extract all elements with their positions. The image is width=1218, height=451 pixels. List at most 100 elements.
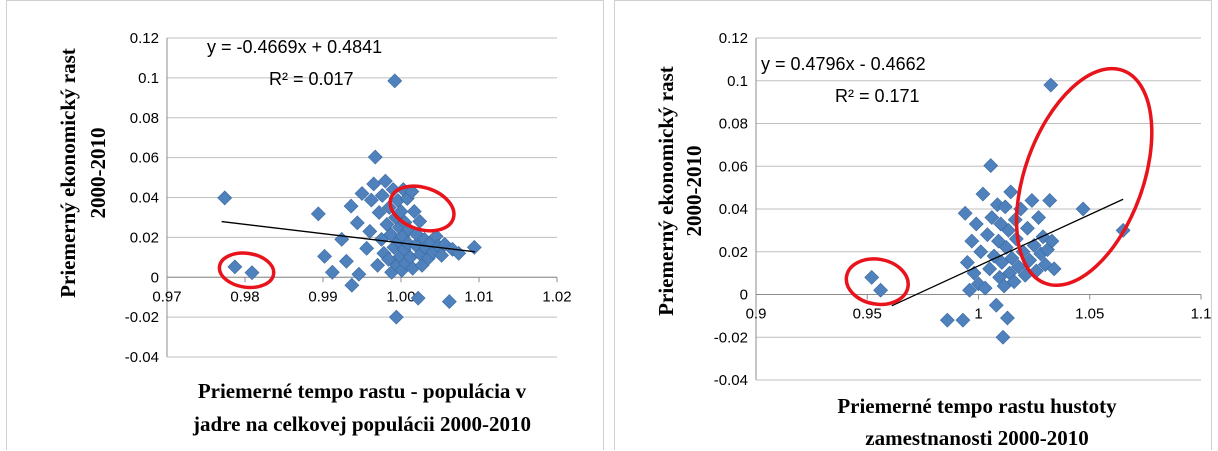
data-point xyxy=(359,240,375,256)
data-point xyxy=(1042,193,1058,208)
y-tick-label: -0.02 xyxy=(125,309,159,326)
data-point xyxy=(1024,193,1040,208)
data-point xyxy=(1001,222,1016,238)
data-point xyxy=(354,186,370,201)
x-tick-label: 0.97 xyxy=(152,288,181,305)
x-tick-label: 1 xyxy=(974,306,982,323)
data-point xyxy=(351,266,367,282)
data-point xyxy=(388,309,404,325)
trendline xyxy=(891,198,1124,307)
data-point xyxy=(1043,77,1059,93)
data-point xyxy=(363,192,379,208)
scatter-chart-left: -0.04 -0.02 0 0.02 0.04 0.06 0.08 0.1 0.12 0.97 0.… xyxy=(56,30,572,436)
data-point xyxy=(367,149,383,165)
y-tick-label: 0.12 xyxy=(130,30,159,47)
x-tick-label: 1.02 xyxy=(542,288,571,305)
data-point xyxy=(1031,210,1046,225)
data-point xyxy=(344,277,360,293)
data-point xyxy=(982,261,998,277)
data-point xyxy=(343,198,359,214)
y-axis-title-line2: 2000-2010 xyxy=(86,128,110,219)
data-point xyxy=(374,188,390,203)
data-point xyxy=(964,233,980,249)
y-tick-label: 0 xyxy=(151,269,159,286)
y-tick-label: -0.04 xyxy=(125,349,159,366)
x-axis-title-line2: zamestnanosti 2000-2010 xyxy=(865,426,1088,450)
data-point xyxy=(975,186,991,202)
x-tick-label: 1.1 xyxy=(1191,306,1212,323)
r-squared-label: R² = 0.171 xyxy=(835,86,920,106)
data-point xyxy=(984,210,1000,225)
data-point xyxy=(324,264,340,280)
y-tick-label: 0.08 xyxy=(719,116,748,133)
highlight-ellipse xyxy=(1014,66,1154,288)
data-point xyxy=(349,215,365,231)
data-point xyxy=(1004,250,1020,266)
data-point xyxy=(962,282,978,298)
y-tick-label: 0.08 xyxy=(130,110,159,127)
x-axis-title-line1: Priemerné tempo rastu hustoty xyxy=(837,394,1117,418)
y-tick-label: 0.04 xyxy=(719,201,748,218)
data-point xyxy=(410,290,426,306)
highlight-ellipse xyxy=(217,251,276,290)
y-tick-label: 0.06 xyxy=(130,150,159,167)
data-point xyxy=(983,158,999,174)
data-point xyxy=(973,244,989,260)
y-axis-title-line1: Priemerný ekonomický rast xyxy=(56,48,80,298)
data-point xyxy=(371,205,387,220)
data-point xyxy=(864,269,880,285)
data-point xyxy=(1000,310,1015,326)
data-point xyxy=(979,227,995,243)
data-point xyxy=(227,259,243,275)
data-point xyxy=(1020,220,1035,236)
data-point xyxy=(955,312,971,328)
trendline-equation: y = 0.4796x - 0.4662 xyxy=(761,54,926,74)
data-point xyxy=(1003,184,1019,200)
data-point xyxy=(217,190,233,206)
y-tick-label: 0 xyxy=(740,287,748,304)
data-point xyxy=(434,247,449,263)
y-tick-label: 0.12 xyxy=(719,30,748,47)
x-tick-label: 1.05 xyxy=(1075,306,1104,323)
trendline xyxy=(221,220,476,253)
scatter-chart-right: -0.04 -0.02 0 0.02 0.04 0.06 0.08 0.1 0.12 0.9 0.9… xyxy=(654,30,1212,450)
x-tick-label: 0.95 xyxy=(853,306,882,323)
data-point xyxy=(406,204,422,219)
data-point xyxy=(387,73,403,89)
data-point xyxy=(957,205,973,221)
data-point xyxy=(334,231,350,247)
data-point xyxy=(1075,201,1091,217)
y-tick-label: -0.02 xyxy=(714,329,748,346)
data-point xyxy=(317,248,332,264)
data-point xyxy=(977,280,993,296)
x-tick-label: 1.01 xyxy=(464,288,493,305)
x-tick-label: 0.99 xyxy=(308,288,337,305)
x-tick-label: 0.9 xyxy=(746,306,767,323)
data-point xyxy=(939,312,955,328)
data-point xyxy=(988,297,1004,313)
y-tick-label: 0.04 xyxy=(130,190,159,207)
data-point xyxy=(968,216,984,232)
data-point xyxy=(381,251,396,267)
highlight-ellipse xyxy=(844,257,910,307)
y-tick-label: 0.1 xyxy=(138,70,159,87)
data-point xyxy=(370,257,386,273)
data-point xyxy=(441,294,457,309)
y-axis-title-line1: Priemerný ekonomický rast xyxy=(654,66,678,316)
data-point xyxy=(377,173,393,189)
y-tick-label: 0.02 xyxy=(719,244,748,261)
y-tick-label: 0.06 xyxy=(719,158,748,175)
chart-panel-left: -0.04 -0.02 0 0.02 0.04 0.06 0.08 0.1 0.12 0.97 0.… xyxy=(6,0,604,450)
data-point xyxy=(1011,259,1026,275)
data-point xyxy=(393,204,409,219)
y-tick-label: 0.1 xyxy=(727,73,748,90)
x-axis-title-line1: Priemerné tempo rastu - populácia v xyxy=(198,379,527,403)
data-point xyxy=(997,199,1013,215)
data-point xyxy=(873,282,889,298)
highlight-ellipse xyxy=(388,184,456,233)
trendline-equation: y = -0.4669x + 0.4841 xyxy=(207,37,382,57)
data-point xyxy=(1044,233,1060,249)
data-point xyxy=(1006,274,1022,290)
y-tick-label: -0.04 xyxy=(714,372,748,389)
x-tick-label: 1.00 xyxy=(386,288,415,305)
